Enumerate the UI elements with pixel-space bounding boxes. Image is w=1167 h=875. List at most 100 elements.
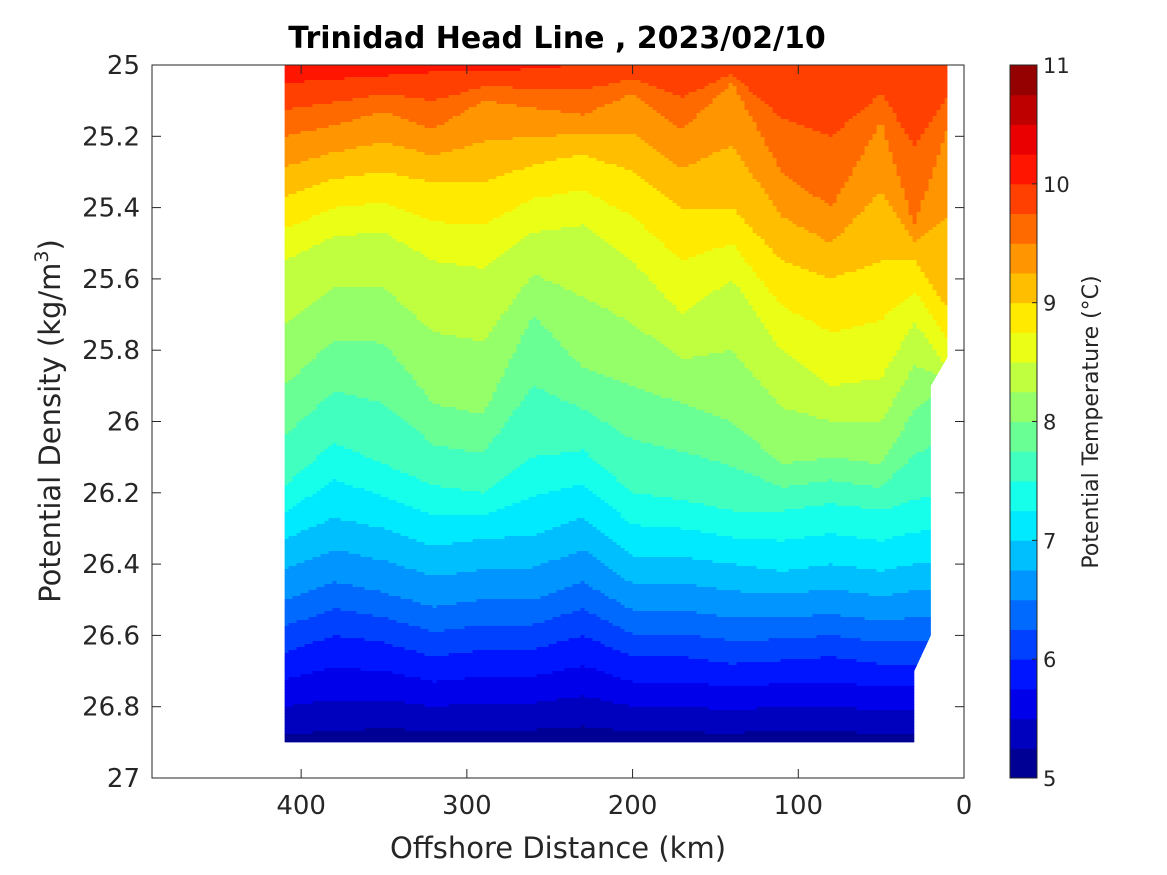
contour-cell: [360, 68, 366, 72]
contour-cell: [368, 65, 374, 69]
contour-cell: [860, 68, 866, 72]
contour-cell: [636, 74, 642, 78]
contour-cell: [756, 86, 762, 90]
contour-cell: [312, 83, 318, 87]
contour-cell: [480, 65, 486, 69]
contour-cell: [448, 86, 454, 90]
contour-cell: [536, 74, 542, 78]
contour-cell: [692, 86, 698, 90]
contour-cell: [332, 80, 338, 84]
contour-cell: [884, 74, 890, 78]
contour-cell: [640, 71, 646, 75]
contour-cell: [632, 83, 638, 87]
contour-cell: [724, 80, 730, 84]
contour-cell: [316, 71, 322, 75]
contour-cell: [444, 71, 450, 75]
contour-cell: [456, 68, 462, 72]
contour-cell: [484, 80, 490, 84]
contour-cell: [860, 83, 866, 87]
contour-cell: [912, 74, 918, 78]
contour-cell: [852, 68, 858, 72]
contour-cell: [576, 80, 582, 84]
contour-cell: [932, 65, 938, 69]
contour-cell: [692, 71, 698, 75]
contour-cell: [896, 74, 902, 78]
contour-cell: [668, 77, 674, 81]
contour-cell: [308, 77, 314, 81]
contour-cell: [720, 68, 726, 72]
contour-cell: [644, 65, 650, 69]
contour-cell: [392, 65, 398, 69]
contour-cell: [364, 77, 370, 81]
contour-cell: [380, 83, 386, 87]
contour-cell: [412, 71, 418, 75]
contour-cell: [804, 68, 810, 72]
contour-cell: [624, 80, 630, 84]
contour-cell: [892, 71, 898, 75]
contour-cell: [944, 65, 948, 69]
contour-cell: [640, 65, 646, 69]
contour-cell: [524, 74, 530, 78]
contour-cell: [368, 68, 374, 72]
contour-cell: [484, 77, 490, 81]
contour-cell: [428, 74, 434, 78]
contour-cell: [548, 86, 554, 90]
contour-cell: [500, 74, 506, 78]
contour-cell: [752, 86, 758, 90]
contour-cell: [364, 71, 370, 75]
contour-cell: [600, 77, 606, 81]
contour-cell: [416, 80, 422, 84]
contour-cell: [296, 74, 302, 78]
contour-cell: [760, 65, 766, 69]
contour-cell: [592, 77, 598, 81]
contour-cell: [484, 65, 490, 69]
contour-cell: [320, 86, 326, 90]
contour-cell: [864, 77, 870, 81]
contour-cell: [772, 74, 778, 78]
contour-cell: [488, 86, 494, 90]
contour-cell: [760, 71, 766, 75]
contour-cell: [452, 83, 458, 87]
contour-cell: [768, 68, 774, 72]
contour-cell: [916, 80, 922, 84]
contour-cell: [648, 71, 654, 75]
contour-cell: [824, 68, 830, 72]
contour-cell: [624, 77, 630, 81]
contour-cell: [732, 71, 738, 75]
contour-cell: [716, 65, 722, 69]
contour-cell: [344, 86, 350, 90]
contour-cell: [364, 68, 370, 72]
contour-cell: [524, 83, 530, 87]
contour-cell: [412, 77, 418, 81]
contour-cell: [496, 71, 502, 75]
contour-cell: [828, 80, 834, 84]
contour-cell: [708, 74, 714, 78]
contour-cell: [932, 83, 938, 87]
contour-cell: [892, 77, 898, 81]
contour-cell: [464, 80, 470, 84]
contour-cell: [612, 74, 618, 78]
contour-cell: [312, 80, 318, 84]
contour-cell: [748, 86, 754, 90]
contour-cell: [372, 71, 378, 75]
contour-cell: [520, 65, 526, 69]
contour-cell: [804, 65, 810, 69]
contour-cell: [912, 65, 918, 69]
contour-cell: [512, 71, 518, 75]
contour-cell: [544, 86, 550, 90]
contour-cell: [528, 86, 534, 90]
contour-cell: [496, 83, 502, 87]
contour-cell: [340, 65, 346, 69]
contour-cell: [580, 68, 586, 72]
contour-cell: [536, 86, 542, 90]
contour-cell: [920, 74, 926, 78]
contour-cell: [328, 80, 334, 84]
contour-cell: [612, 77, 618, 81]
contour-cell: [696, 86, 702, 90]
contour-cell: [512, 80, 518, 84]
contour-cell: [756, 80, 762, 84]
contour-cell: [284, 74, 290, 78]
contour-cell: [800, 80, 806, 84]
contour-cell: [468, 83, 474, 87]
contour-cell: [384, 83, 390, 87]
